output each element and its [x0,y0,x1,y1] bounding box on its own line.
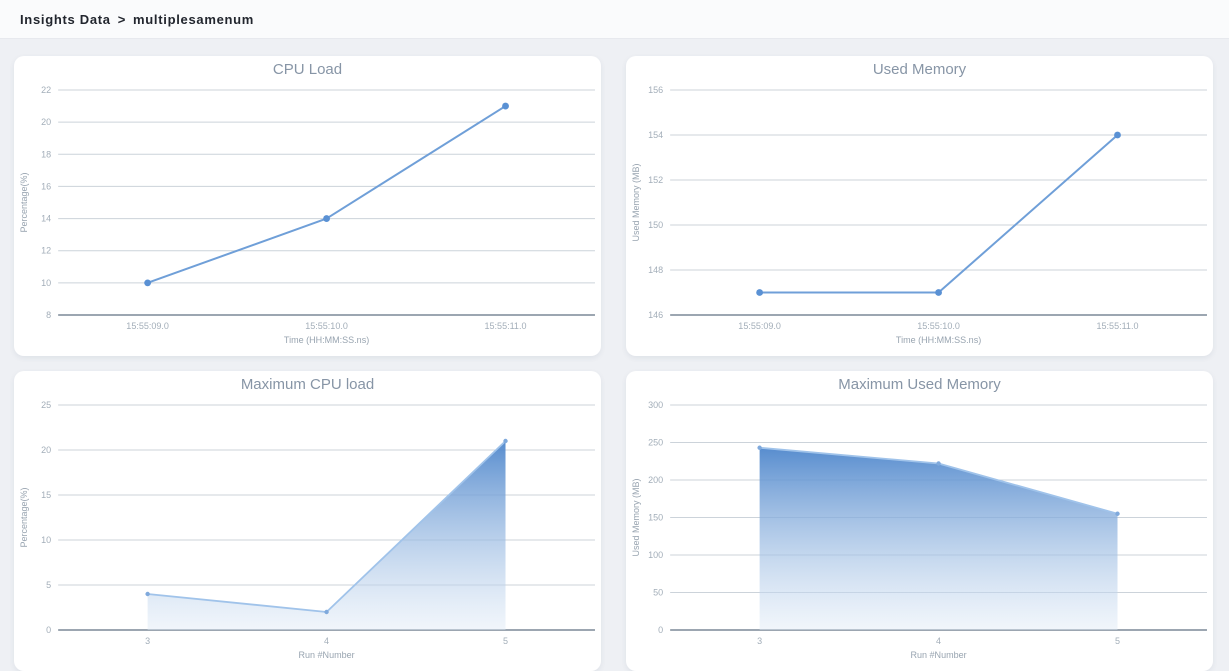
svg-text:5: 5 [46,580,51,590]
svg-text:4: 4 [324,636,329,646]
chart-card-max-cpu-load: Maximum CPU load 0 5 10 15 20 25 3 4 5 Run #Numbe… [14,371,601,671]
svg-text:148: 148 [648,265,663,275]
chart-title-cpu-load: CPU Load [272,61,343,78]
svg-text:3: 3 [757,636,762,646]
svg-text:5: 5 [1115,636,1120,646]
svg-text:100: 100 [648,550,663,560]
chart-card-used-memory: Used Memory 146 148 150 152 154 156 15:55:09.0… [626,56,1213,356]
svg-text:Percentage(%): Percentage(%) [19,488,29,548]
breadcrumb: Insights Data > multiplesamenum [20,12,254,27]
svg-text:20: 20 [41,117,51,127]
breadcrumb-current: multiplesamenum [133,11,255,27]
svg-text:250: 250 [648,438,663,448]
svg-text:200: 200 [648,475,663,485]
used-memory-chart: 146 148 150 152 154 156 15:55:09.0 15:55:10.0 15… [631,85,1207,345]
svg-text:5: 5 [503,636,508,646]
chart-title-used-memory: Used Memory [872,61,967,78]
svg-text:300: 300 [648,400,663,410]
svg-text:Time (HH:MM:SS.ns): Time (HH:MM:SS.ns) [284,335,369,345]
breadcrumb-separator: > [117,11,127,27]
svg-text:Used Memory (MB): Used Memory (MB) [631,164,641,242]
max-cpu-load-chart: 0 5 10 15 20 25 3 4 5 Run #Number Percentage(%) [19,400,595,660]
chart-title-max-cpu-load: Maximum CPU load [240,376,375,393]
charts-grid: CPU Load 8 10 12 14 16 18 20 22 15:55:09.0 15:55:… [0,39,1229,671]
svg-text:4: 4 [936,636,941,646]
svg-text:12: 12 [41,246,51,256]
svg-text:15: 15 [41,490,51,500]
chart-card-max-used-memory: Maximum Used Memory 0 50 100 150 200 250 300 3 4… [626,371,1213,671]
chart-title-max-used-memory: Maximum Used Memory [838,376,1001,393]
svg-text:15:55:09.0: 15:55:09.0 [126,321,169,331]
svg-text:15:55:11.0: 15:55:11.0 [1097,321,1139,331]
svg-text:25: 25 [41,400,51,410]
svg-text:50: 50 [653,588,663,598]
svg-text:Time (HH:MM:SS.ns): Time (HH:MM:SS.ns) [896,335,981,345]
svg-text:0: 0 [658,625,663,635]
svg-text:15:55:10.0: 15:55:10.0 [917,321,960,331]
max-used-memory-chart: 0 50 100 150 200 250 300 3 4 5 Run #Number Used Mem… [631,400,1207,660]
chart-card-cpu-load: CPU Load 8 10 12 14 16 18 20 22 15:55:09.0 15:55:… [14,56,601,356]
svg-text:0: 0 [46,625,51,635]
svg-text:16: 16 [41,181,51,191]
app-header: Insights Data > multiplesamenum [0,0,1229,39]
svg-text:10: 10 [41,278,51,288]
svg-text:156: 156 [648,85,663,95]
svg-text:150: 150 [648,513,663,523]
svg-text:22: 22 [41,85,51,95]
svg-text:Run #Number: Run #Number [299,650,355,660]
svg-text:15:55:10.0: 15:55:10.0 [305,321,348,331]
svg-text:Run #Number: Run #Number [911,650,967,660]
svg-text:146: 146 [648,310,663,320]
svg-text:8: 8 [46,310,51,320]
svg-text:18: 18 [41,149,51,159]
svg-text:3: 3 [145,636,150,646]
cpu-load-chart: 8 10 12 14 16 18 20 22 15:55:09.0 15:55:10.0 15:55… [19,85,595,345]
svg-text:152: 152 [648,175,663,185]
svg-text:154: 154 [648,130,663,140]
breadcrumb-root[interactable]: Insights Data [20,11,111,27]
svg-text:15:55:09.0: 15:55:09.0 [738,321,781,331]
svg-text:20: 20 [41,445,51,455]
svg-text:15:55:11.0: 15:55:11.0 [485,321,527,331]
svg-text:10: 10 [41,535,51,545]
svg-text:14: 14 [41,214,51,224]
svg-text:Percentage(%): Percentage(%) [19,173,29,233]
svg-text:150: 150 [648,220,663,230]
svg-text:Used Memory (MB): Used Memory (MB) [631,479,641,557]
